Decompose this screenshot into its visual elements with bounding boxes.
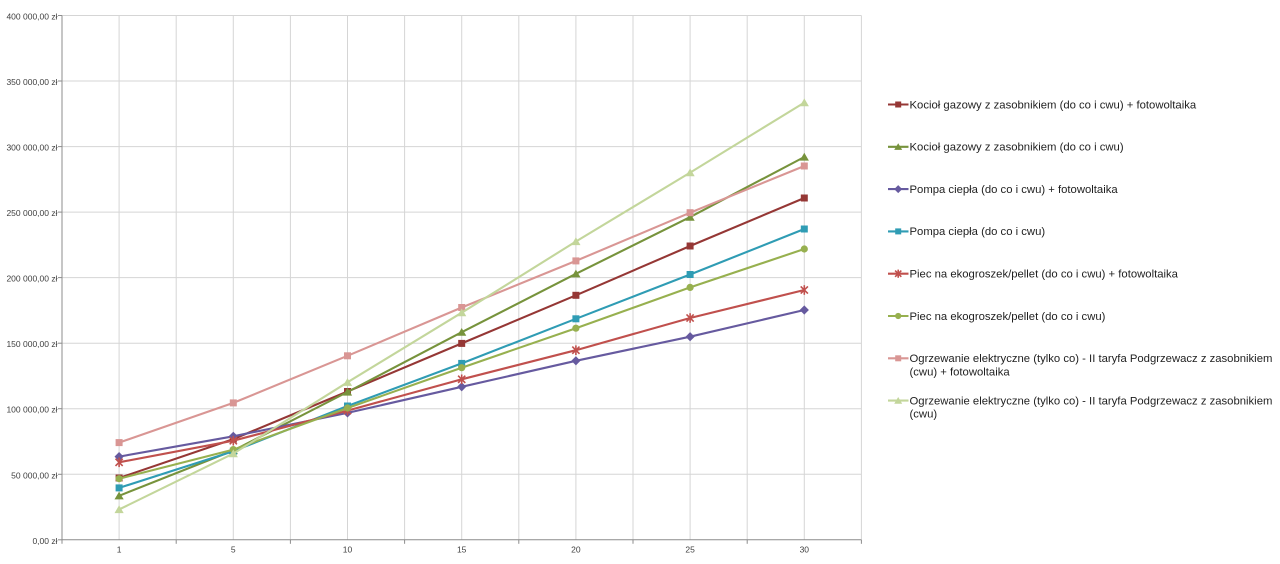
svg-text:Kocioł gazowy z zasobnikiem (d: Kocioł gazowy z zasobnikiem (do co i cwu… bbox=[910, 99, 1197, 111]
svg-text:Pompa ciepła (do co i cwu) + f: Pompa ciepła (do co i cwu) + fotowoltaik… bbox=[910, 184, 1119, 196]
svg-text:Kocioł gazowy z zasobnikiem (d: Kocioł gazowy z zasobnikiem (do co i cwu… bbox=[910, 142, 1124, 154]
svg-text:15: 15 bbox=[457, 545, 467, 555]
svg-text:Piec na ekogroszek/pellet (do: Piec na ekogroszek/pellet (do co i cwu) bbox=[910, 311, 1106, 323]
svg-text:350 000,00 zł: 350 000,00 zł bbox=[6, 77, 57, 87]
svg-text:0,00 zł: 0,00 zł bbox=[32, 536, 57, 546]
svg-text:300 000,00 zł: 300 000,00 zł bbox=[6, 143, 57, 153]
svg-text:30: 30 bbox=[800, 545, 810, 555]
svg-text:5: 5 bbox=[231, 545, 236, 555]
svg-text:150 000,00 zł: 150 000,00 zł bbox=[6, 339, 57, 349]
svg-text:20: 20 bbox=[571, 545, 581, 555]
svg-text:Ogrzewanie elektryczne (tylko: Ogrzewanie elektryczne (tylko co) - II t… bbox=[910, 395, 1273, 407]
svg-text:250 000,00 zł: 250 000,00 zł bbox=[6, 208, 57, 218]
svg-text:Piec na ekogroszek/pellet (do: Piec na ekogroszek/pellet (do co i cwu) … bbox=[910, 269, 1179, 281]
svg-text:Ogrzewanie elektryczne (tylko: Ogrzewanie elektryczne (tylko co) - II t… bbox=[910, 353, 1273, 365]
svg-text:(cwu) + fotowoltaika: (cwu) + fotowoltaika bbox=[910, 366, 1011, 378]
svg-text:(cwu): (cwu) bbox=[910, 409, 938, 421]
svg-text:50 000,00 zł: 50 000,00 zł bbox=[11, 470, 57, 480]
svg-text:10: 10 bbox=[343, 545, 353, 555]
svg-text:Pompa ciepła (do co i cwu): Pompa ciepła (do co i cwu) bbox=[910, 226, 1046, 238]
svg-text:25: 25 bbox=[685, 545, 695, 555]
svg-text:100 000,00 zł: 100 000,00 zł bbox=[6, 405, 57, 415]
svg-text:400 000,00 zł: 400 000,00 zł bbox=[6, 12, 57, 22]
svg-text:200 000,00 zł: 200 000,00 zł bbox=[6, 274, 57, 284]
svg-text:1: 1 bbox=[117, 545, 122, 555]
